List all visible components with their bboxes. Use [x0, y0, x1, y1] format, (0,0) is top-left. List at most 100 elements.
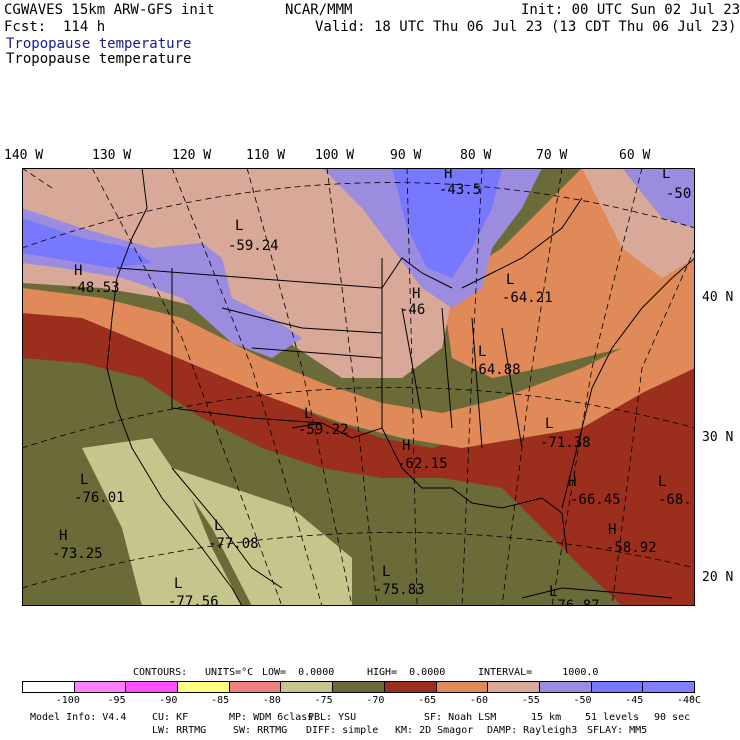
colorbar-unit: °C [689, 695, 702, 706]
tropopause-temperature-map: L -59.24 H -48.53 H -43.5 L -50 H -46 L … [22, 168, 695, 606]
interval-label: INTERVAL= 1000.0 [478, 667, 599, 678]
extremum-value: -64.21 [502, 290, 553, 306]
extremum-value: -46 [400, 302, 425, 318]
colorbar-tick-label: -90 [159, 695, 178, 706]
lon-label: 120 W [172, 148, 212, 163]
colorbar-swatch [281, 682, 334, 692]
model-info-item: DAMP: Rayleigh3 [487, 725, 578, 736]
colorbar-swatch [229, 682, 282, 692]
contours-label: CONTOURS: [133, 667, 188, 678]
high-label: HIGH= 0.0000 [367, 667, 446, 678]
field-title: Tropopause temperature [6, 36, 192, 52]
extremum-letter: H [568, 474, 576, 490]
band-lavender-ne [622, 168, 695, 228]
extremum-letter: L [80, 472, 88, 488]
lat-label: 40 N [702, 290, 734, 305]
model-info-item: DIFF: simple [306, 725, 379, 736]
extremum-letter: H [608, 522, 616, 538]
colorbar-tick-label: -95 [107, 695, 126, 706]
colorbar-tick-label: -50 [573, 695, 592, 706]
map-frame [22, 168, 695, 606]
low-label: LOW= 0.0000 [262, 667, 335, 678]
extremum-letter: L [506, 272, 514, 288]
color-bar [22, 681, 695, 693]
extremum-value: -77.56 [168, 594, 219, 606]
extremum-letter: L [235, 218, 243, 234]
extremum-value: -48.53 [69, 280, 120, 296]
units-label: UNITS=°C [205, 667, 254, 678]
extremum-value: -62.15 [397, 456, 448, 472]
model-info-item: 15 km [531, 712, 562, 723]
extremum-value: -71.38 [540, 435, 591, 451]
extremum-letter: H [444, 168, 452, 182]
model-info-item: MP: WDM 6class [229, 712, 314, 723]
lon-label: 140 W [4, 148, 44, 163]
colorbar-tick-label: -60 [469, 695, 488, 706]
extremum-letter: H [59, 528, 67, 544]
lat-label: 30 N [702, 430, 734, 445]
band-blue-west [22, 218, 152, 268]
colorbar-swatch [23, 682, 75, 692]
extremum-letter: L [382, 564, 390, 580]
extremum-letter: L [214, 518, 222, 534]
extremum-value: -77.08 [208, 536, 259, 552]
colorbar-tick-label: -85 [211, 695, 230, 706]
lon-label: 90 W [390, 148, 422, 163]
extremum-letter: L [174, 576, 182, 592]
lon-label: 100 W [315, 148, 355, 163]
band-khaki-mexico [172, 468, 352, 606]
extremum-value: -66.45 [570, 492, 621, 508]
extremum-value: -76.01 [74, 490, 125, 506]
colorbar-swatch [591, 682, 644, 692]
colorbar-swatch [333, 682, 385, 692]
colorbar-tick-label: -65 [418, 695, 437, 706]
colorbar-swatch [643, 682, 694, 692]
model-info-item: CU: KF [152, 712, 189, 723]
model-title: CGWAVES 15km ARW-GFS init [4, 2, 215, 18]
colorbar-swatch [126, 682, 179, 692]
extremum-value: -50 [666, 186, 691, 202]
colorbar-tick-label: -45 [625, 695, 644, 706]
band-khaki-west [82, 438, 242, 606]
model-info-item: KM: 2D Smagor [395, 725, 474, 736]
extremum-letter: L [304, 406, 312, 422]
model-info-item: SFLAY: MM5 [587, 725, 648, 736]
model-info-item: SF: Noah LSM [424, 712, 497, 723]
colorbar-swatch [178, 682, 230, 692]
extremum-value: -58.92 [606, 540, 657, 556]
colorbar-tick-label: -75 [314, 695, 333, 706]
colorbar-tick-label: -55 [521, 695, 540, 706]
forecast-hour: Fcst: 114 h [4, 19, 106, 35]
colorbar-swatch [74, 682, 127, 692]
extremum-letter: L [662, 168, 670, 182]
colorbar-tick-label: -40 [677, 695, 696, 706]
extremum-letter: H [74, 263, 82, 279]
extremum-value: -59.24 [228, 238, 279, 254]
lon-label: 70 W [536, 148, 568, 163]
org-label: NCAR/MMM [285, 2, 353, 18]
band-dark-red [22, 308, 695, 606]
lon-label: 110 W [246, 148, 286, 163]
extremum-value: -76.87 [549, 598, 600, 606]
model-info-item: PBL: YSU [308, 712, 357, 723]
extremum-value: -59.22 [298, 422, 349, 438]
extrema-labels: L -59.24 H -48.53 H -43.5 L -50 H -46 L … [52, 168, 692, 606]
field-subtitle: Tropopause temperature [6, 51, 192, 67]
colorbar-swatch [488, 682, 540, 692]
colorbar-tick-label: -80 [262, 695, 281, 706]
model-info-item: Model Info: V4.4 [30, 712, 127, 723]
init-time: Init: 00 UTC Sun 02 Jul 23 [521, 2, 740, 18]
model-info-item: LW: RRTMG [152, 725, 207, 736]
graticule [22, 168, 695, 606]
colorbar-swatch [436, 682, 489, 692]
colorbar-swatch [539, 682, 592, 692]
lon-label: 60 W [619, 148, 651, 163]
lon-label: 80 W [460, 148, 492, 163]
colorbar-swatch [384, 682, 437, 692]
lat-label: 20 N [702, 570, 734, 585]
model-info-item: 90 sec [654, 712, 691, 723]
extremum-letter: L [545, 416, 553, 432]
band-salmon [22, 168, 452, 378]
model-info-item: SW: RRTMG [233, 725, 288, 736]
band-blue-north [392, 168, 502, 278]
